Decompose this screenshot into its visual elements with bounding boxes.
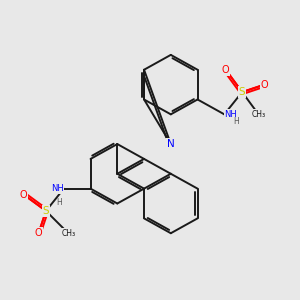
Text: O: O bbox=[35, 228, 42, 238]
Text: NH: NH bbox=[51, 184, 64, 193]
Text: O: O bbox=[20, 190, 28, 200]
Text: N: N bbox=[167, 139, 175, 149]
Text: O: O bbox=[261, 80, 268, 90]
Text: CH₃: CH₃ bbox=[61, 229, 75, 238]
Text: H: H bbox=[56, 198, 62, 207]
Text: O: O bbox=[222, 65, 230, 75]
Text: CH₃: CH₃ bbox=[251, 110, 266, 119]
Text: S: S bbox=[43, 206, 49, 216]
Text: S: S bbox=[239, 87, 245, 97]
Text: NH: NH bbox=[224, 110, 237, 119]
Text: H: H bbox=[233, 117, 239, 126]
